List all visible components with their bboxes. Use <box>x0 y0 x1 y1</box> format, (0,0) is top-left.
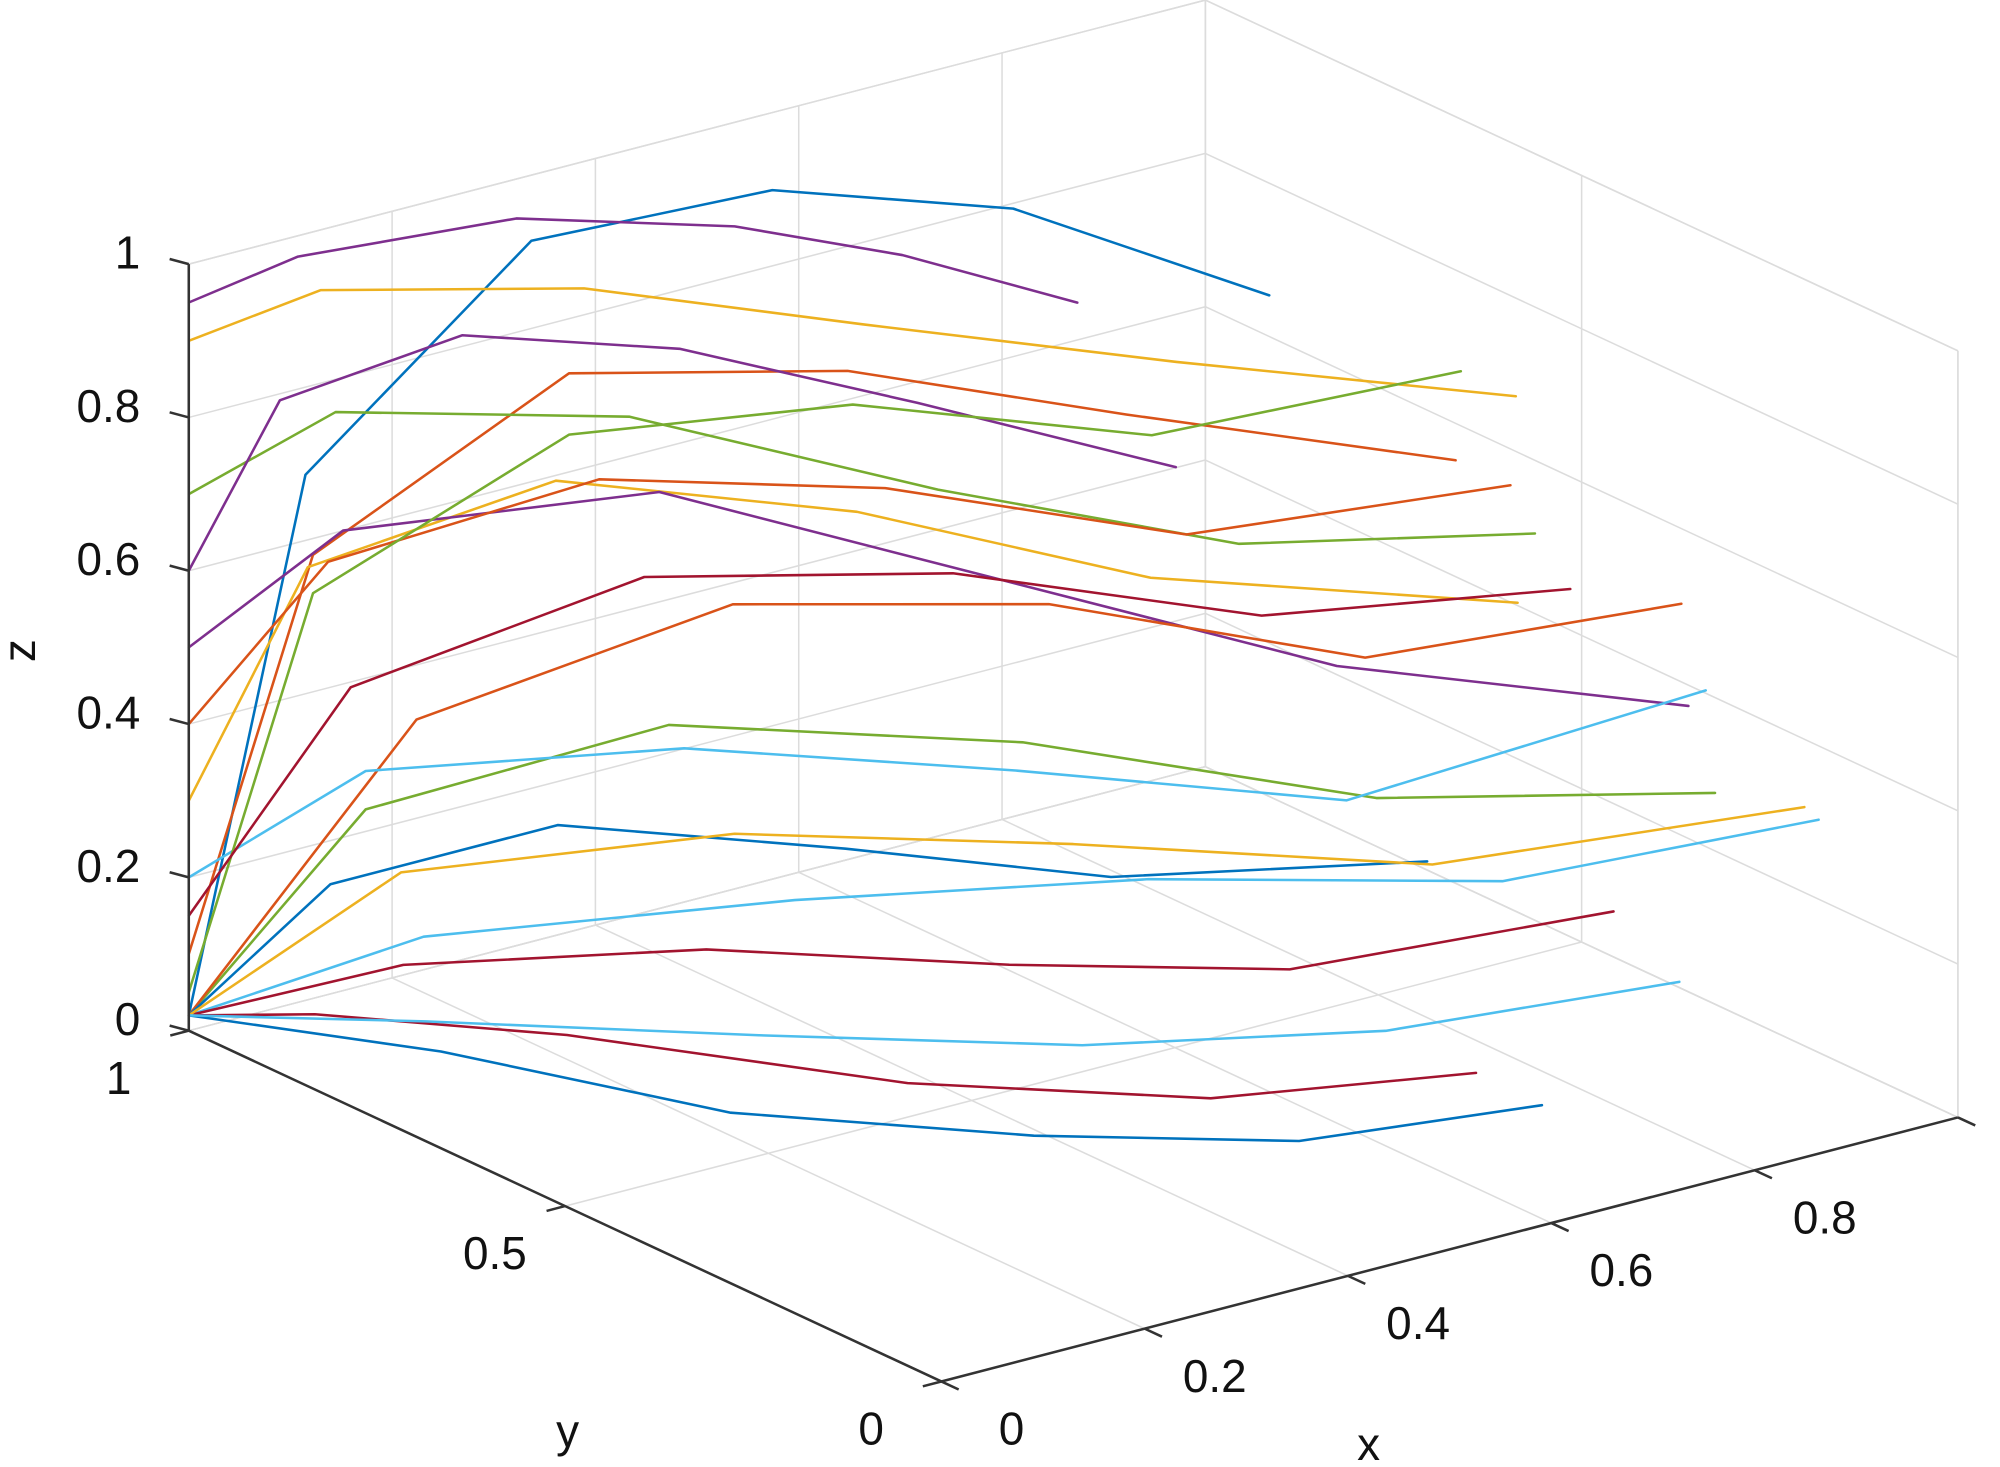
z-tick <box>169 257 190 266</box>
z-tick-label: 0 <box>115 993 141 1045</box>
trajectory <box>187 1012 1478 1100</box>
x-tick-label: 0.8 <box>1793 1191 1857 1243</box>
grid-line <box>1205 152 1959 505</box>
x-axis <box>941 1116 1959 1383</box>
trajectory <box>187 369 1457 956</box>
z-tick <box>169 411 190 419</box>
trajectory <box>187 689 1708 879</box>
grid-line <box>188 765 1206 1032</box>
z-tick <box>169 871 190 879</box>
trajectory <box>187 1014 1544 1143</box>
grid-line <box>1205 0 1959 352</box>
trajectory <box>187 334 1178 573</box>
x-tick <box>1550 1221 1570 1233</box>
grid-line <box>1205 612 1959 965</box>
grid-line <box>1205 459 1959 812</box>
grid-line <box>188 612 1206 879</box>
trajectory <box>187 188 1271 1017</box>
trajectory <box>187 572 1572 918</box>
x-tick-label: 0.6 <box>1590 1244 1654 1296</box>
trajectory <box>187 805 1806 1017</box>
z-tick <box>169 1024 190 1032</box>
z-axis-label: z <box>0 639 45 662</box>
y-tick-label: 1 <box>106 1052 132 1104</box>
grid-line <box>1205 765 1959 1119</box>
grid-line <box>564 941 1582 1207</box>
y-tick <box>922 1380 942 1388</box>
trajectory <box>187 217 1079 304</box>
trajectory <box>187 369 1463 994</box>
trajectory <box>187 818 1820 1017</box>
x-tick <box>1144 1327 1163 1338</box>
x-tick <box>940 1380 960 1391</box>
trajectory <box>187 287 1518 398</box>
y-tick-label: 0.5 <box>463 1227 527 1279</box>
y-tick <box>169 1029 190 1037</box>
x-tick <box>1957 1116 1976 1127</box>
grid-line <box>1205 306 1959 659</box>
trajectory <box>187 478 1512 726</box>
trajectory <box>187 980 1681 1047</box>
x-tick-label: 0.4 <box>1386 1297 1450 1349</box>
y-tick <box>546 1204 566 1213</box>
trajectory <box>187 910 1615 1017</box>
z-tick <box>169 564 190 572</box>
z-tick-label: 0.6 <box>76 533 140 585</box>
z-tick-label: 0.2 <box>76 840 140 892</box>
trajectory <box>187 490 1690 708</box>
x-tick-label: 0 <box>999 1403 1025 1455</box>
z-tick-label: 0.8 <box>76 380 140 432</box>
grid-line <box>188 0 1206 265</box>
z-tick <box>169 717 190 726</box>
trajectory <box>187 410 1537 546</box>
x-axis-label: x <box>1357 1418 1380 1467</box>
trajectory <box>187 723 1717 1017</box>
x-tick <box>1347 1274 1366 1286</box>
grid-line <box>188 459 1206 725</box>
trajectory <box>187 479 1519 802</box>
z-tick-label: 0.4 <box>76 687 140 739</box>
z-tick-label: 1 <box>115 227 141 279</box>
x-tick-label: 0.2 <box>1183 1350 1247 1402</box>
y-axis-label: y <box>556 1405 579 1457</box>
y-tick-label: 0 <box>858 1403 884 1455</box>
x-tick <box>1754 1169 1773 1180</box>
grid-line <box>188 305 1206 572</box>
